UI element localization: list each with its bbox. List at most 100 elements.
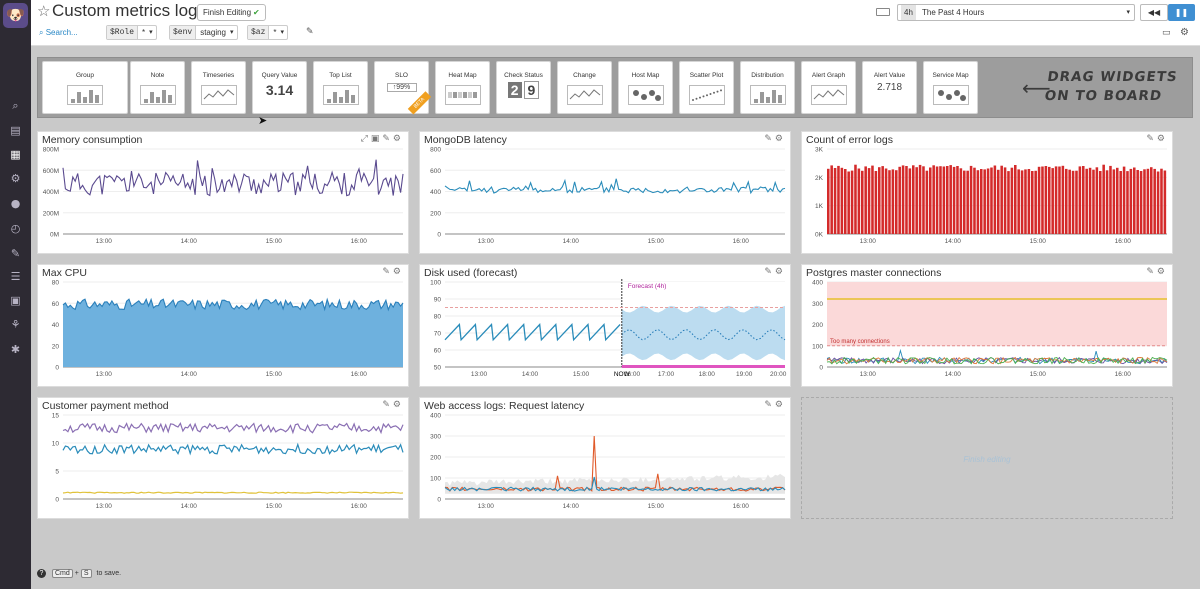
y-tick-label: 400	[812, 280, 823, 287]
widget-tile-distribution[interactable]: Distribution	[740, 61, 795, 114]
gear-icon[interactable]: ⚙	[1180, 27, 1189, 38]
widget-web-access-logs-request-latency[interactable]: 400 300 200 100 0 13:00 14:00 15:00 16:00 Web acc…	[419, 397, 791, 519]
chevron-down-icon: ▾	[230, 29, 234, 36]
x-tick-label: 14:00	[563, 503, 580, 510]
widget-memory-consumption[interactable]: 800M 600M 400M 200M 0M 13:00 14:00 15:00 16:00 Me…	[37, 131, 409, 254]
widget-tile-service-map[interactable]: Service Map	[923, 61, 978, 114]
widget-icon	[200, 85, 237, 105]
chart-svg: 400 300 200 100 0 13:00 14:00 15:00 16:00	[430, 413, 786, 510]
integrations-icon[interactable]: ✱	[10, 343, 21, 356]
widget-tile-host-map[interactable]: Host Map	[618, 61, 673, 114]
chart-icon[interactable]: ▦	[10, 148, 21, 161]
widget-tile-alert-value[interactable]: Alert Value 2.718	[862, 61, 917, 114]
widget-tile-group[interactable]: Group	[42, 61, 128, 114]
template-var-value: *	[273, 28, 277, 37]
finish-editing-button[interactable]: Finish Editing ✔	[197, 4, 266, 21]
x-tick-label: 16:00	[351, 238, 368, 245]
widget-tools[interactable]: ✎⚙	[382, 400, 404, 410]
search-link[interactable]: ⌕ Search...	[39, 28, 78, 38]
widget-tools[interactable]: ✎⚙	[764, 400, 786, 410]
edit-template-vars-icon[interactable]: ✎	[306, 27, 314, 37]
bar	[1146, 168, 1150, 234]
widget-mongodb-latency[interactable]: 800 600 400 200 0 13:00 14:00 15:00 16:00 MongoDB…	[419, 131, 791, 254]
bar	[905, 166, 908, 234]
widget-tile-alert-graph[interactable]: Alert Graph	[801, 61, 856, 114]
widget-tile-change[interactable]: Change	[557, 61, 612, 114]
binoculars-icon[interactable]: ⌕	[12, 99, 19, 112]
widget-customer-payment-method[interactable]: 15 10 5 0 13:00 14:00 15:00 16:00 Customer payme…	[37, 397, 409, 519]
apm-icon[interactable]: ◴	[10, 222, 21, 235]
widget-tools[interactable]: ✎⚙	[764, 134, 786, 144]
check-icon: ✔	[253, 8, 260, 17]
finish-editing-placeholder[interactable]: Finish editing	[801, 397, 1173, 519]
widget-tile-note[interactable]: Note	[130, 61, 185, 114]
widget-tile-top-list[interactable]: Top List	[313, 61, 368, 114]
widget-tools[interactable]: ✎⚙	[1146, 134, 1168, 144]
widget-tile-slo[interactable]: SLO ↑99% BETA	[374, 61, 432, 115]
widget-tools[interactable]: ✎⚙	[382, 267, 404, 277]
widget-tools[interactable]: ✎⚙	[1146, 267, 1168, 277]
pause-button[interactable]: ❚❚	[1168, 4, 1195, 21]
x-tick-label: 16:00	[1115, 238, 1132, 245]
widget-max-cpu[interactable]: 80 60 40 20 0 13:00 14:00 15:00 16:00 Max CPU ✎⚙	[37, 264, 409, 387]
template-var-value: staging	[200, 28, 226, 37]
bar	[1112, 169, 1116, 234]
x-tick-label: 15:00	[266, 371, 283, 378]
logs-icon[interactable]: ☰	[10, 270, 21, 283]
widget-title: Customer payment method	[42, 400, 169, 412]
x-tick-label: 14:00	[181, 238, 198, 245]
y-tick-label: 1K	[815, 203, 824, 210]
widget-tile-query-value[interactable]: Query Value 3.14	[252, 61, 307, 114]
star-icon[interactable]: ☆	[37, 2, 51, 20]
bar	[1017, 169, 1020, 234]
tv-mode-icon[interactable]: ▭	[1162, 28, 1171, 38]
bar	[959, 168, 963, 234]
security-icon[interactable]: ▣	[10, 294, 21, 307]
time-range-select[interactable]: 4h The Past 4 Hours ▾	[897, 4, 1135, 21]
y-tick-label: 600	[430, 168, 441, 175]
synthetics-icon[interactable]: ⚘	[10, 318, 21, 331]
widget-disk-used-forecast-[interactable]: 100 90 80 70 60 50 13:00 14:00 15:00 16:00 NOW 17:0…	[419, 264, 791, 387]
slo-beta-ribbon: BETA	[408, 91, 432, 115]
template-var-role[interactable]: $Role * ▾	[106, 25, 157, 40]
placeholder-label: Finish editing	[963, 455, 1011, 464]
widget-title: Memory consumption	[42, 134, 143, 146]
bar	[939, 166, 942, 234]
infrastructure-icon[interactable]: ⚙	[10, 172, 21, 185]
widget-tools[interactable]: ✎⚙	[764, 267, 786, 277]
y-tick-label: 2K	[815, 175, 824, 182]
datadog-logo[interactable]: 🐶	[3, 3, 28, 28]
bar	[871, 165, 874, 234]
widget-tools[interactable]: ⤢▣✎⚙	[360, 134, 404, 144]
chevron-down-icon: ▾	[1126, 9, 1130, 16]
x-tick-label: 18:00	[699, 371, 716, 378]
bar	[891, 169, 895, 234]
y-tick-label: 100	[812, 343, 823, 350]
keyboard-icon[interactable]	[876, 8, 890, 16]
widget-tile-scatter-plot[interactable]: Scatter Plot	[679, 61, 734, 114]
widget-tile-check-status[interactable]: Check Status 2 9	[496, 61, 551, 114]
widget-tile-heat-map[interactable]: Heat Map	[435, 61, 490, 114]
widget-tile-timeseries[interactable]: Timeseries	[191, 61, 246, 114]
notebook-icon[interactable]: ✎	[10, 247, 21, 260]
drag-hint-line1: DRAG WIDGETS	[1046, 69, 1179, 85]
rewind-button[interactable]: ◀◀	[1140, 4, 1168, 21]
y-tick-label: 0	[55, 497, 59, 504]
bar	[1088, 167, 1092, 234]
dashboard-list-icon[interactable]: ▤	[10, 124, 21, 137]
template-var-az[interactable]: $az * ▾	[247, 25, 289, 40]
bar	[1160, 168, 1163, 234]
slo-sample: ↑99%	[386, 83, 417, 92]
y-tick-label: 800	[430, 147, 441, 154]
help-icon[interactable]: ?	[37, 569, 46, 578]
widget-postgres-master-connections[interactable]: 400 300 200 100 0 13:00 14:00 15:00 16:00 Too man…	[801, 264, 1173, 387]
bar	[1109, 165, 1112, 234]
widget-count-of-error-logs[interactable]: 3K 2K 1K 0K 13:00 14:00 15:00 16:00 Count of err…	[801, 131, 1173, 254]
monitors-icon[interactable]: ●	[10, 197, 21, 210]
x-tick-label: 15:00	[1030, 238, 1047, 245]
bar	[1116, 167, 1119, 234]
template-var-env[interactable]: $env staging ▾	[169, 25, 238, 40]
widget-title: Disk used (forecast)	[424, 267, 518, 279]
y-tick-label: 0	[55, 365, 59, 372]
bar	[874, 171, 878, 234]
